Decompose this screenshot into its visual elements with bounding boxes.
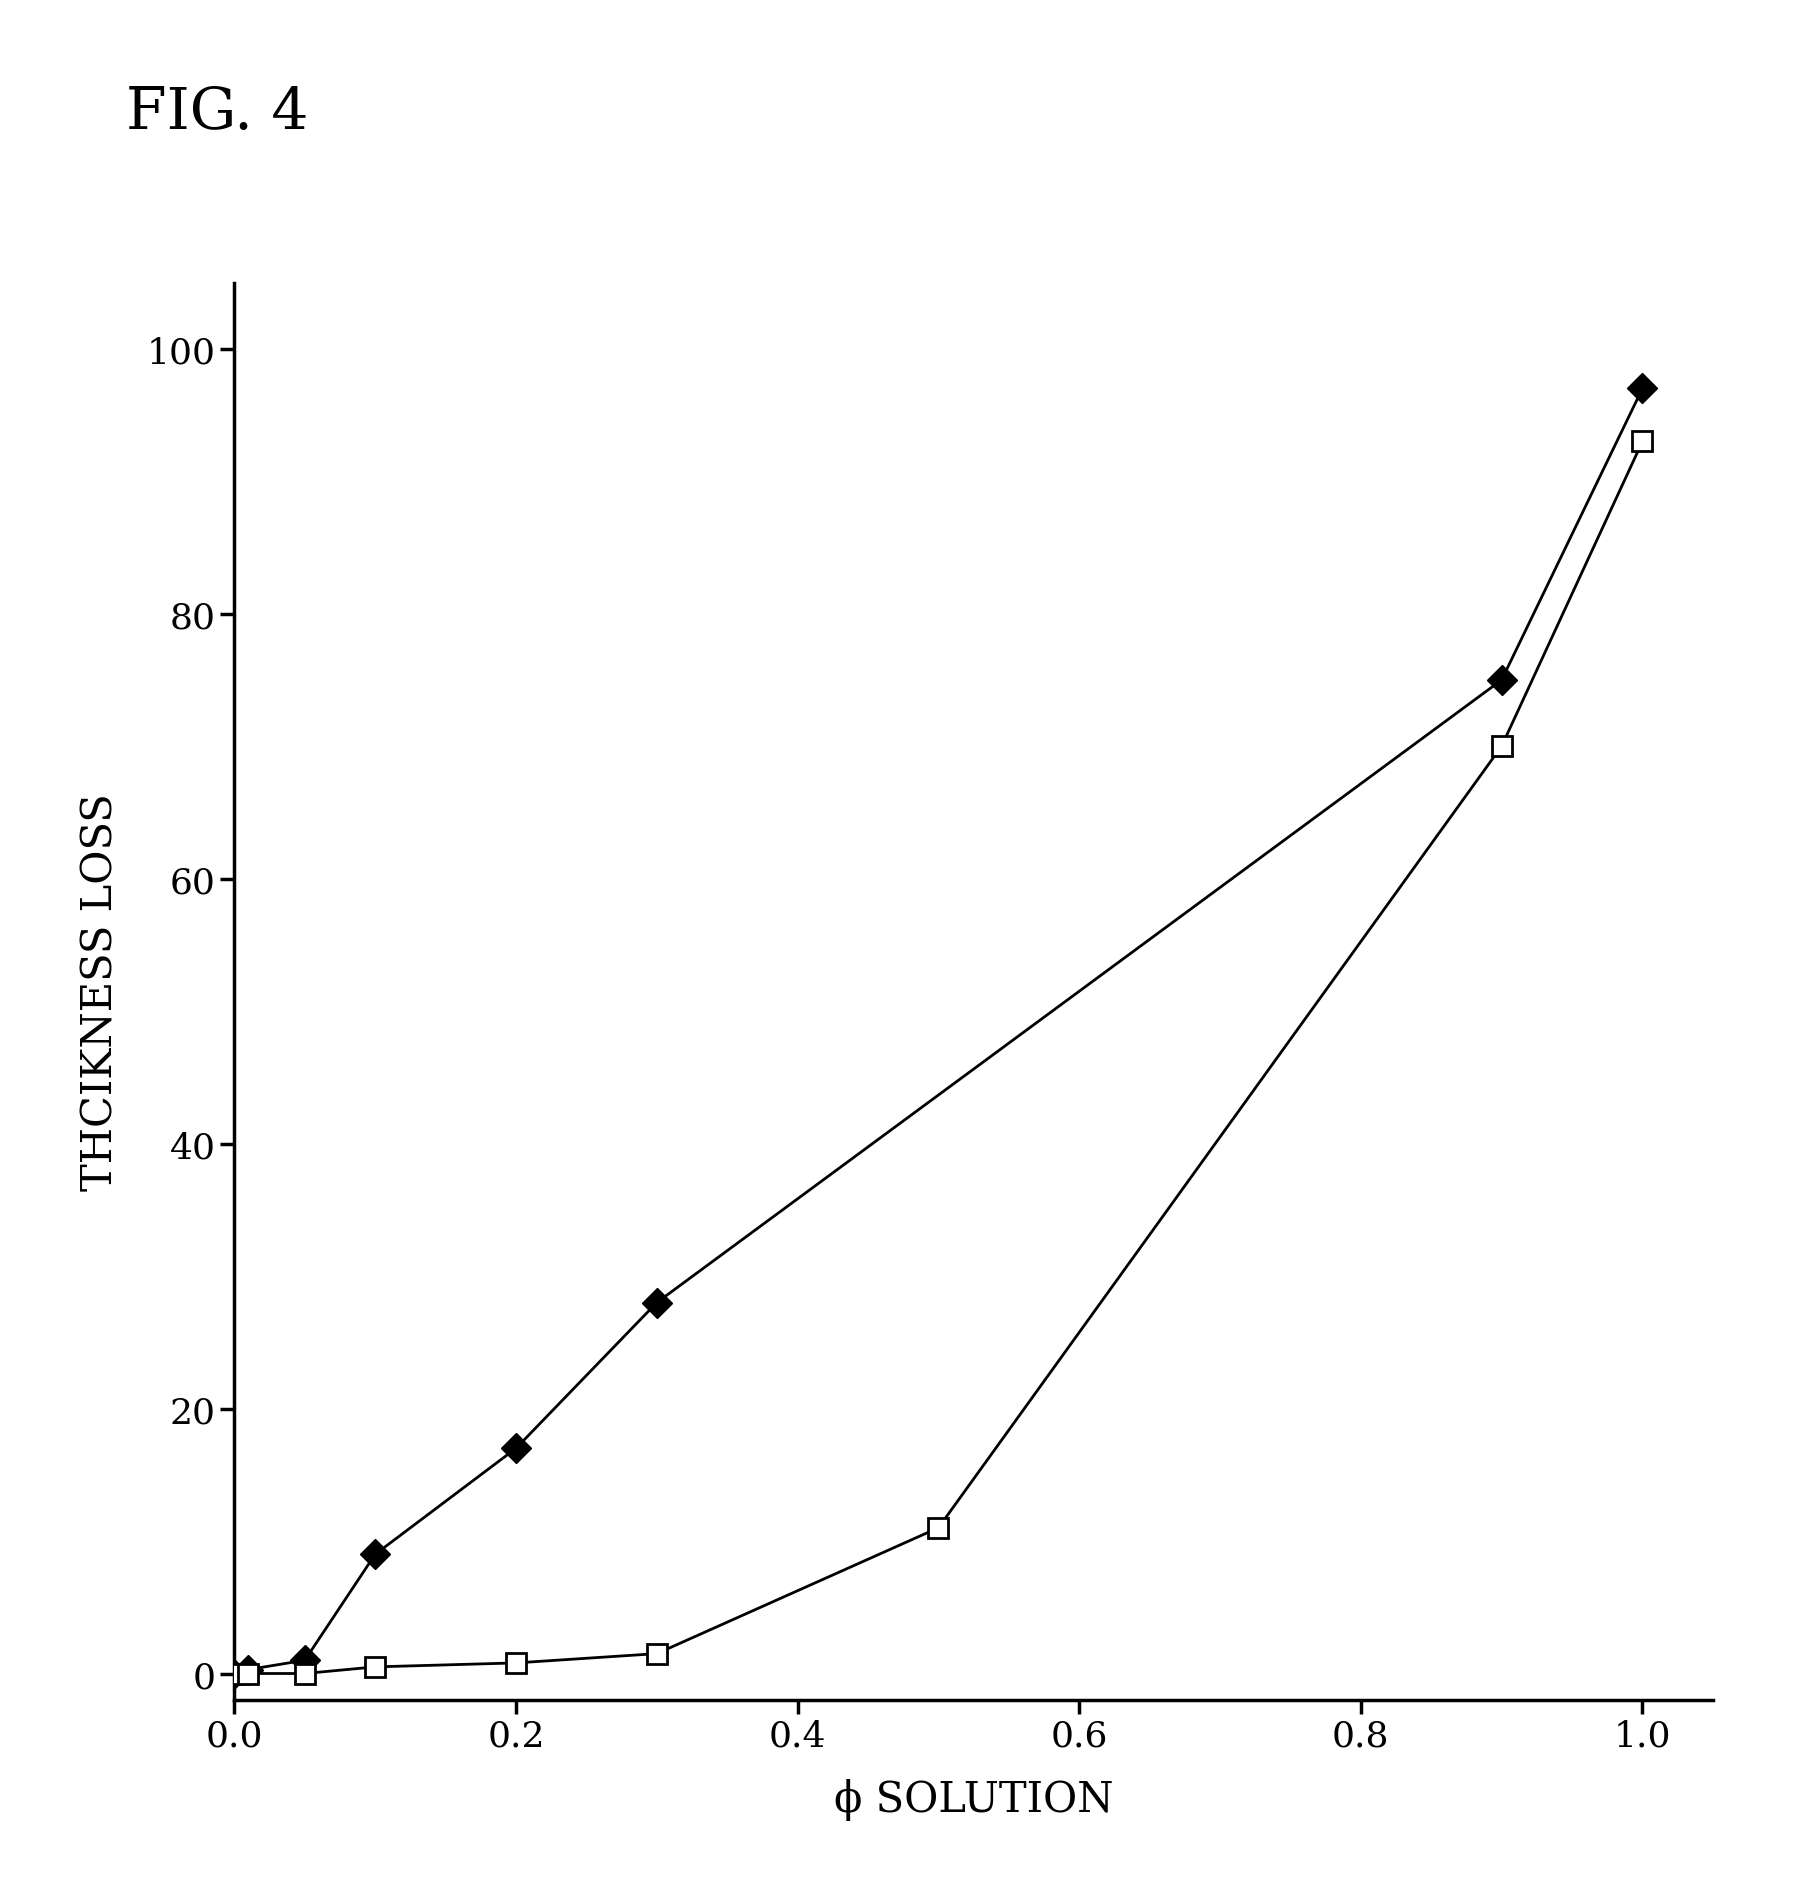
- X-axis label: ϕ SOLUTION: ϕ SOLUTION: [833, 1778, 1114, 1819]
- Y-axis label: THCIKNESS LOSS: THCIKNESS LOSS: [79, 793, 121, 1190]
- Text: FIG. 4: FIG. 4: [126, 85, 308, 142]
